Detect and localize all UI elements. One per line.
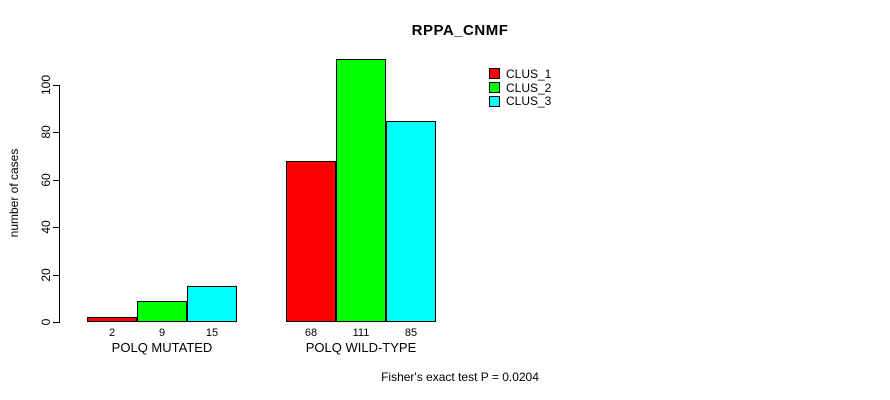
y-axis-tick-label: 40 xyxy=(39,220,53,234)
bar-value-label: 9 xyxy=(158,327,166,339)
category-label-polq-mutated: POLQ MUTATED xyxy=(111,340,213,355)
legend-label: CLUS_1 xyxy=(506,66,552,81)
bar-value-label: 15 xyxy=(205,327,219,339)
annotation-text: Fisher's exact test P = 0.0204 xyxy=(381,370,539,384)
legend-item-clus_3: CLUS_3 xyxy=(489,94,551,108)
y-axis-tick-label: 80 xyxy=(39,125,53,140)
y-axis-tick xyxy=(53,274,59,276)
legend-item-clus_1: CLUS_1 xyxy=(489,67,551,81)
y-axis-label: number of cases xyxy=(7,148,21,238)
legend-item-clus_2: CLUS_2 xyxy=(489,81,551,95)
bar-value-label: 68 xyxy=(304,327,318,339)
y-axis-tick xyxy=(53,179,59,181)
legend: CLUS_1 CLUS_2 CLUS_3 xyxy=(489,67,551,108)
bar-clus_3-polq-wild-type xyxy=(386,121,436,322)
y-axis-line xyxy=(59,85,60,323)
y-axis-tick-label: 60 xyxy=(39,173,53,187)
legend-swatch-icon xyxy=(489,82,500,94)
bar-clus_2-polq-wild-type xyxy=(336,59,386,322)
bar-value-label: 111 xyxy=(352,327,370,339)
y-axis-tick xyxy=(53,322,59,323)
y-axis-tick-label: 0 xyxy=(39,318,53,326)
bar-clus_1-polq-wild-type xyxy=(286,161,336,322)
legend-swatch-icon xyxy=(489,95,500,107)
bar-value-label: 85 xyxy=(404,327,418,339)
chart-title: RPPA_CNMF xyxy=(411,22,509,39)
y-axis-tick xyxy=(53,85,59,86)
y-axis-tick xyxy=(53,132,59,134)
bar-clus_2-polq-mutated xyxy=(137,301,187,322)
y-axis-tick xyxy=(53,227,59,229)
legend-label: CLUS_2 xyxy=(506,80,552,95)
category-label-polq-wild-type: POLQ WILD-TYPE xyxy=(305,340,417,355)
bar-clus_1-polq-mutated xyxy=(87,317,137,322)
bar-value-label: 2 xyxy=(108,327,116,339)
legend-label: CLUS_3 xyxy=(506,94,552,109)
y-axis-tick-label: 100 xyxy=(39,74,53,96)
legend-swatch-icon xyxy=(489,68,500,80)
bar-clus_3-polq-mutated xyxy=(187,286,237,322)
y-axis-tick-label: 20 xyxy=(39,267,53,282)
